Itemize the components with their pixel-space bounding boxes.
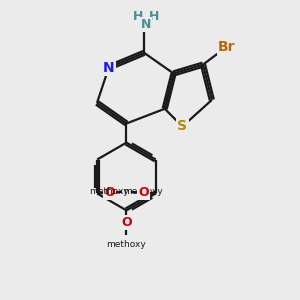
Text: Br: Br — [218, 40, 235, 54]
Text: O: O — [121, 216, 132, 230]
Text: H: H — [133, 10, 143, 22]
Text: methoxy: methoxy — [89, 188, 129, 196]
Text: O: O — [138, 186, 148, 199]
Text: methoxy: methoxy — [124, 188, 164, 196]
Text: N: N — [141, 18, 152, 32]
Text: O: O — [104, 186, 115, 199]
Text: methoxy: methoxy — [106, 240, 146, 249]
Text: N: N — [103, 61, 115, 75]
Text: S: S — [177, 119, 188, 134]
Text: H: H — [149, 10, 160, 22]
